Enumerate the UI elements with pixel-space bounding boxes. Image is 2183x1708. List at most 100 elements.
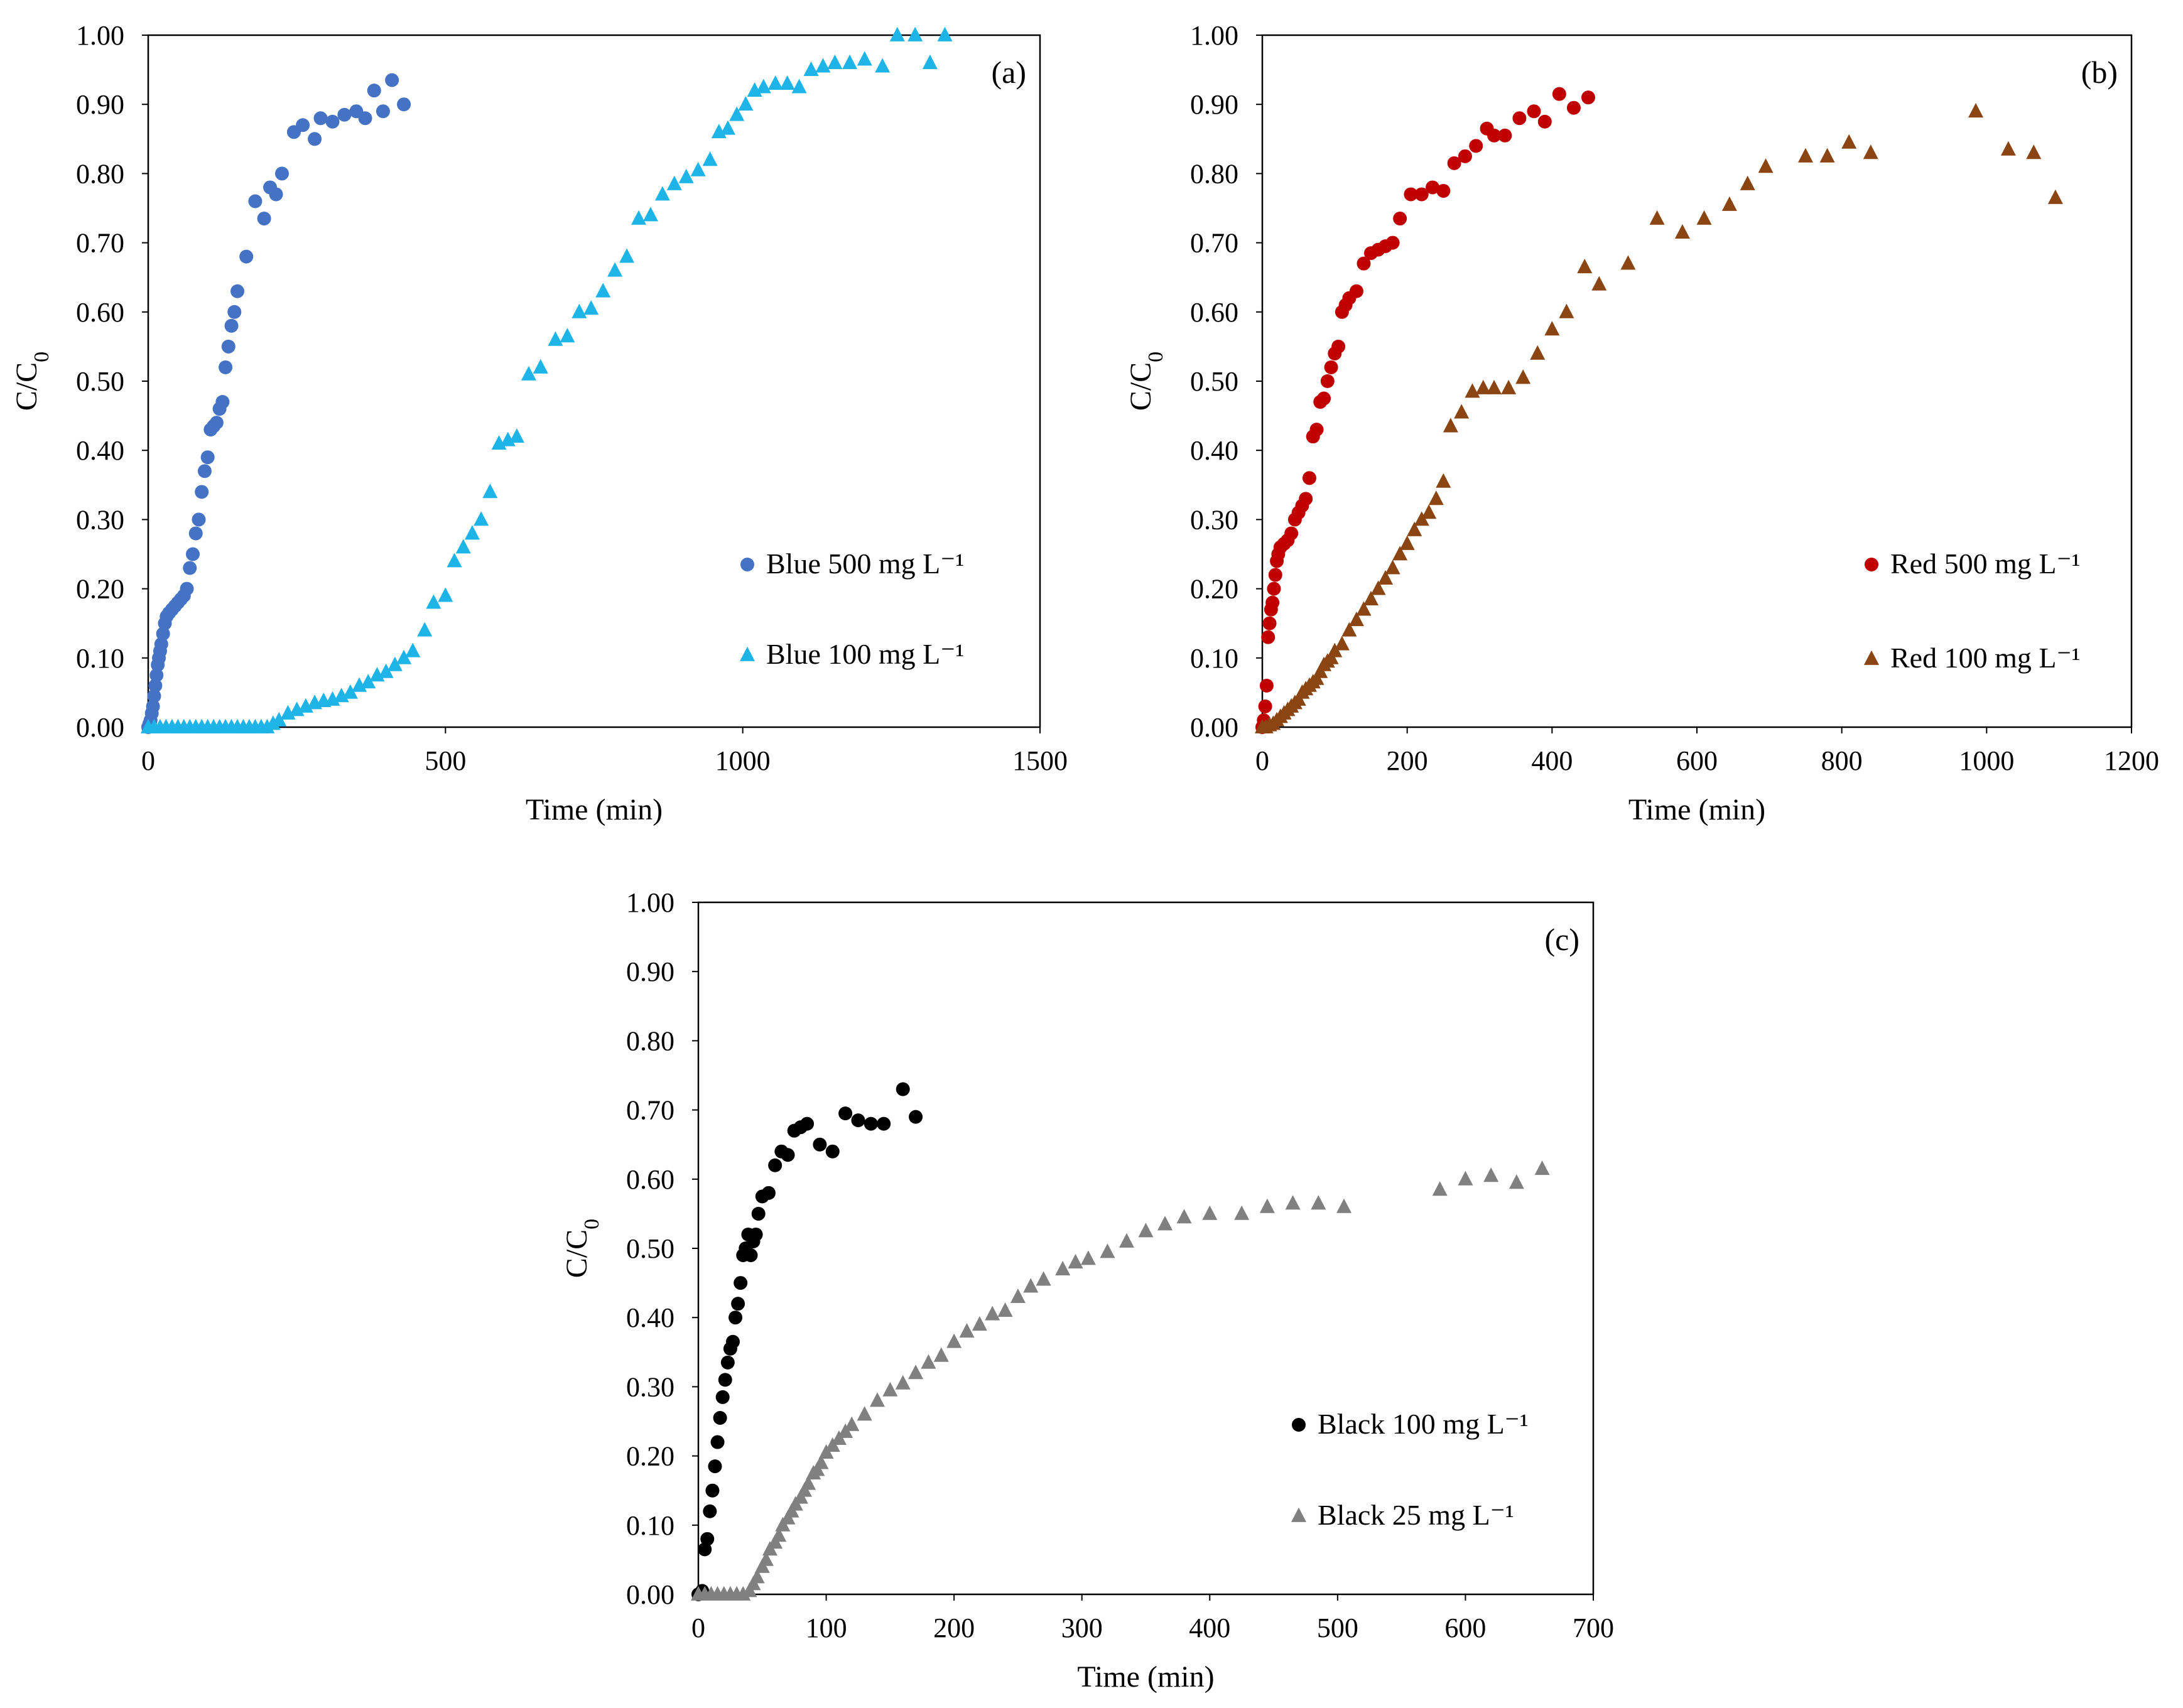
data-point	[1454, 404, 1470, 419]
data-point	[1559, 303, 1574, 318]
data-point	[1428, 490, 1444, 505]
data-point	[1363, 590, 1379, 606]
data-point	[907, 26, 923, 41]
data-point	[708, 1459, 722, 1474]
y-tick-label: 0.00	[1190, 712, 1238, 743]
y-tick-label: 0.30	[626, 1371, 674, 1402]
data-point	[1261, 630, 1276, 644]
data-point	[896, 1082, 910, 1096]
data-point	[1436, 183, 1451, 198]
y-tick-label: 0.00	[76, 712, 124, 743]
data-point	[447, 553, 462, 568]
data-point	[396, 649, 412, 664]
data-point	[933, 1347, 949, 1362]
data-point	[1421, 504, 1437, 519]
data-point	[718, 1373, 732, 1387]
x-tick-label: 1500	[1012, 745, 1068, 776]
data-point	[678, 168, 694, 183]
data-point	[521, 365, 536, 381]
data-point	[1436, 473, 1451, 488]
data-point	[909, 1110, 923, 1124]
y-tick-label: 0.90	[76, 89, 124, 120]
x-tick-label: 100	[806, 1613, 847, 1643]
data-point	[1696, 210, 1712, 225]
data-point	[1100, 1243, 1115, 1258]
y-tick-label: 0.40	[1190, 435, 1238, 466]
data-point	[1357, 256, 1371, 271]
panel-label: (b)	[2081, 55, 2118, 90]
data-point	[296, 118, 310, 132]
data-point	[219, 360, 233, 374]
data-point	[870, 1392, 885, 1407]
data-point	[731, 1297, 745, 1311]
data-point	[195, 485, 209, 499]
data-point	[779, 75, 795, 90]
data-point	[1534, 1160, 1550, 1176]
data-point	[224, 318, 239, 333]
data-point	[378, 663, 394, 678]
data-point	[156, 627, 170, 641]
data-point	[1501, 379, 1517, 394]
data-point	[1721, 196, 1737, 211]
data-point	[1258, 699, 1272, 713]
y-tick-label: 0.60	[1190, 297, 1238, 328]
data-point	[744, 1248, 758, 1263]
data-point	[959, 1323, 975, 1338]
data-point	[771, 1527, 787, 1542]
legend-marker	[1864, 650, 1879, 665]
data-point	[1649, 210, 1665, 225]
data-point	[844, 1416, 860, 1431]
data-point	[533, 359, 548, 374]
x-axis-label: Time (min)	[526, 793, 663, 826]
data-point	[761, 1186, 776, 1200]
data-point	[1577, 258, 1593, 274]
x-tick-label: 1000	[1959, 745, 2014, 776]
data-point	[269, 187, 283, 202]
x-axis-label: Time (min)	[1077, 1660, 1214, 1694]
data-point	[1509, 1174, 1524, 1189]
data-point	[972, 1316, 987, 1331]
data-point	[200, 450, 215, 465]
data-point	[1023, 1278, 1039, 1293]
data-point	[1234, 1205, 1250, 1220]
data-point	[857, 1406, 872, 1421]
data-point	[815, 58, 831, 73]
data-point	[1341, 622, 1357, 637]
legend-marker	[740, 646, 755, 661]
data-point	[1512, 111, 1527, 126]
data-point	[607, 262, 623, 277]
series-1	[691, 1082, 923, 1601]
data-point	[710, 1435, 725, 1449]
x-tick-label: 400	[1531, 745, 1573, 776]
data-point	[1302, 471, 1316, 485]
data-points	[1255, 87, 2063, 734]
data-point	[154, 637, 168, 651]
data-points	[141, 26, 953, 734]
data-point	[417, 622, 433, 637]
y-tick-label: 0.10	[1190, 643, 1238, 674]
series-2	[141, 26, 953, 733]
data-point	[188, 526, 203, 541]
y-tick-label: 0.20	[626, 1441, 674, 1472]
data-point	[803, 61, 819, 76]
data-point	[248, 194, 263, 208]
x-tick-label: 500	[1317, 1613, 1358, 1643]
x-tick-label: 700	[1573, 1613, 1614, 1643]
data-point	[1537, 114, 1552, 129]
data-point	[825, 1144, 840, 1159]
data-point	[1309, 423, 1324, 437]
data-point	[882, 1381, 898, 1397]
data-point	[791, 78, 807, 94]
data-point	[367, 84, 381, 98]
data-point	[767, 75, 783, 90]
data-point	[700, 1532, 715, 1546]
data-point	[720, 1355, 735, 1370]
data-point	[1841, 134, 1857, 149]
data-point	[875, 58, 891, 73]
y-tick-label: 0.70	[76, 228, 124, 259]
data-point	[1349, 284, 1363, 298]
legend-entry: Black 25 mg L⁻¹	[1318, 1499, 1514, 1531]
data-point	[1176, 1209, 1192, 1224]
data-point	[560, 328, 575, 343]
data-point	[215, 395, 230, 409]
